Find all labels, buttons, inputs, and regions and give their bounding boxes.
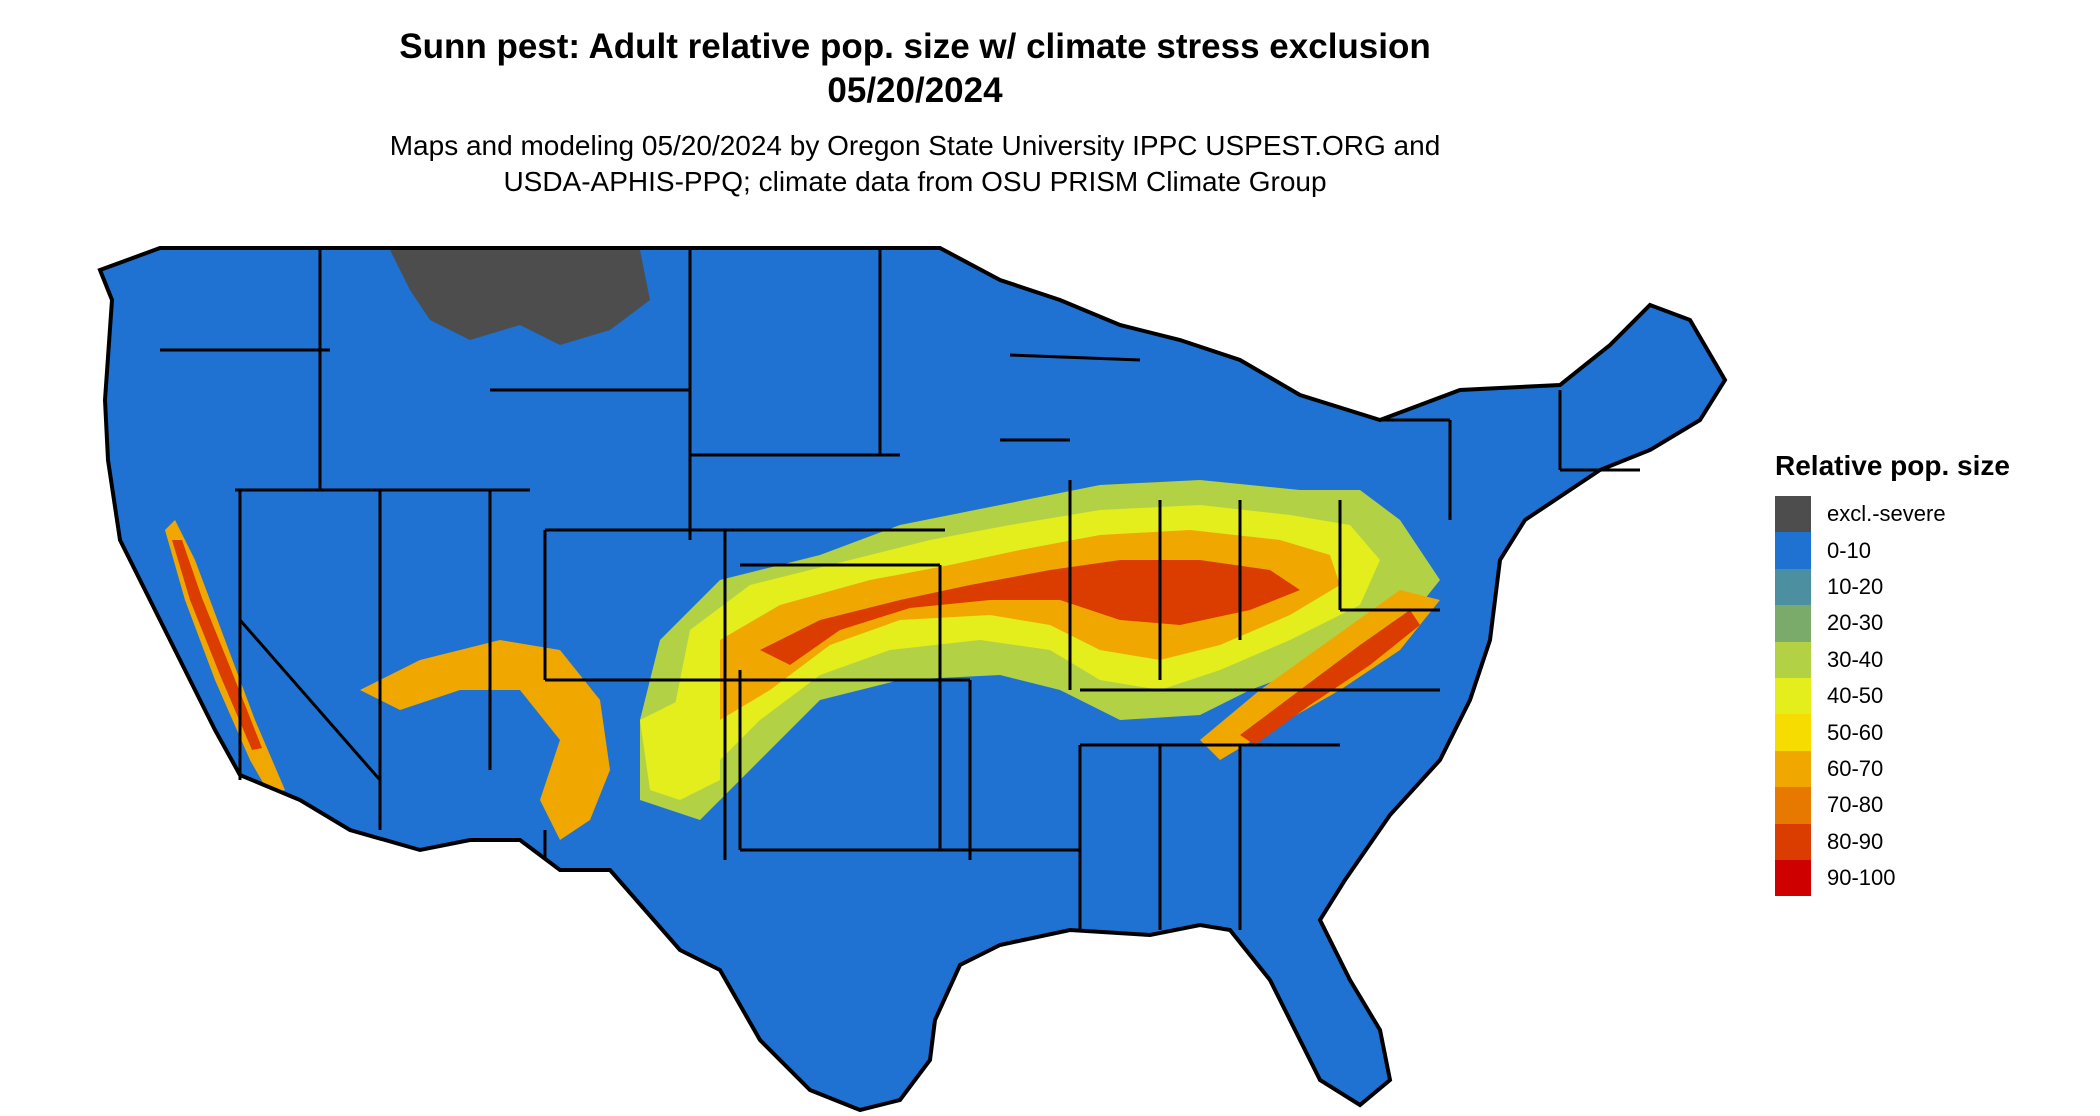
map-date: 05/20/2024 bbox=[827, 71, 1003, 110]
legend-label: 50-60 bbox=[1827, 719, 1884, 745]
map-credit-line-2: USDA-APHIS-PPQ; climate data from OSU PR… bbox=[503, 166, 1327, 197]
legend-items: excl.-severe 0-10 10-20 20-30 30-40 40-50 50-6… bbox=[1775, 496, 2010, 897]
us-outline bbox=[97, 246, 1728, 1113]
legend-label: 60-70 bbox=[1827, 755, 1884, 781]
plains-streak bbox=[640, 700, 720, 800]
legend-item: 60-70 bbox=[1775, 750, 2010, 788]
legend-swatch bbox=[1775, 532, 1811, 569]
appalachian-core bbox=[1240, 610, 1420, 745]
legend-item: 80-90 bbox=[1775, 823, 2010, 860]
legend-swatch bbox=[1775, 787, 1811, 824]
legend-label: 70-80 bbox=[1827, 792, 1884, 818]
legend-item: excl.-severe bbox=[1775, 496, 2010, 533]
legend-swatch bbox=[1775, 859, 1811, 897]
legend-label: 0-10 bbox=[1827, 537, 1872, 563]
legend-item: 90-100 bbox=[1775, 859, 2010, 897]
severe-exclusion-zone bbox=[390, 250, 650, 345]
zone-band-core bbox=[760, 560, 1300, 665]
state-borders bbox=[160, 250, 1640, 930]
legend-label: 40-50 bbox=[1827, 683, 1884, 709]
legend-item: 20-30 bbox=[1775, 605, 2010, 642]
legend-item: 10-20 bbox=[1775, 568, 2010, 606]
legend-item: 70-80 bbox=[1775, 787, 2010, 824]
legend-label: 20-30 bbox=[1827, 610, 1884, 636]
legend-label: excl.-severe bbox=[1827, 501, 1946, 527]
map-title: Sunn pest: Adult relative pop. size w/ c… bbox=[399, 27, 1431, 66]
southwest-streak bbox=[360, 640, 610, 840]
legend-swatch bbox=[1775, 823, 1811, 860]
legend-swatch bbox=[1775, 677, 1811, 715]
legend-swatch bbox=[1775, 750, 1811, 788]
legend-label: 80-90 bbox=[1827, 828, 1884, 854]
legend-item: 50-60 bbox=[1775, 714, 2010, 751]
legend-label: 10-20 bbox=[1827, 573, 1884, 599]
legend-label: 90-100 bbox=[1827, 865, 1896, 891]
legend-item: 40-50 bbox=[1775, 677, 2010, 715]
legend-swatch bbox=[1775, 641, 1811, 678]
legend-swatch bbox=[1775, 605, 1811, 642]
legend-swatch bbox=[1775, 568, 1811, 606]
legend-swatch bbox=[1775, 496, 1811, 533]
map-credit-line-1: Maps and modeling 05/20/2024 by Oregon S… bbox=[389, 130, 1441, 161]
legend-title: Relative pop. size bbox=[1775, 450, 2010, 481]
legend: Relative pop. size excl.-severe 0-10 10-20… bbox=[1775, 450, 2010, 897]
legend-swatch bbox=[1775, 714, 1811, 751]
legend-item: 30-40 bbox=[1775, 641, 2010, 678]
legend-item: 0-10 bbox=[1775, 532, 2010, 569]
legend-label: 30-40 bbox=[1827, 646, 1884, 672]
